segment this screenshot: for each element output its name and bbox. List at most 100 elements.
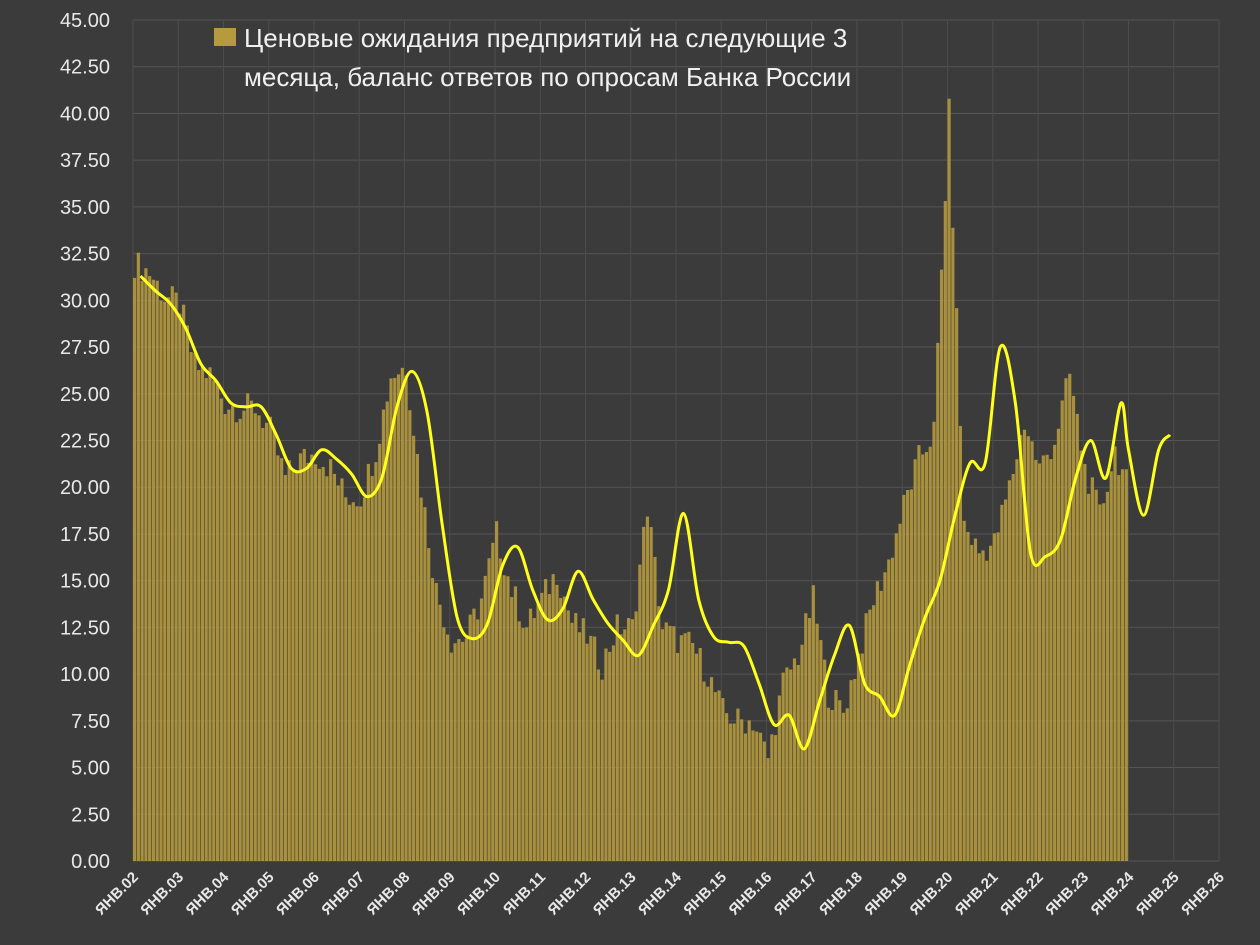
bar [1019, 435, 1023, 861]
bar [182, 304, 186, 861]
bar [136, 252, 140, 861]
bar [762, 741, 766, 861]
y-tick-label: 10.00 [60, 664, 110, 686]
bar [148, 276, 152, 861]
bar [287, 460, 291, 861]
bar [1000, 504, 1004, 861]
bar [1022, 429, 1027, 861]
bar [404, 375, 408, 861]
bar [619, 634, 623, 861]
y-tick-label: 12.50 [60, 617, 110, 639]
y-tick-label: 30.00 [60, 290, 110, 312]
bar [755, 731, 759, 861]
bar [860, 653, 864, 861]
bar [170, 286, 174, 861]
bar [231, 406, 235, 861]
bar [430, 577, 435, 861]
bar [449, 652, 453, 861]
bar [1090, 477, 1094, 861]
bar [223, 414, 227, 861]
bar [909, 489, 913, 861]
bar [344, 497, 348, 861]
bar [604, 648, 608, 861]
bar [400, 367, 404, 861]
bar [532, 618, 536, 861]
bar [476, 619, 480, 861]
bar [747, 720, 751, 861]
bar [875, 581, 880, 861]
bar [498, 558, 502, 861]
bar [366, 463, 370, 861]
bar [555, 584, 559, 861]
bar [657, 606, 661, 861]
bar [536, 604, 540, 861]
bar [924, 451, 929, 861]
bar [713, 692, 717, 861]
bar [917, 445, 921, 861]
bar [1064, 378, 1068, 861]
bar [800, 644, 804, 861]
y-tick-label: 32.50 [60, 244, 110, 266]
bar [423, 507, 427, 861]
bar [133, 277, 137, 861]
bar [551, 574, 555, 861]
bar [1117, 475, 1121, 861]
bar-series [133, 98, 1128, 862]
bar [638, 564, 642, 861]
y-tick-label: 40.00 [60, 103, 110, 125]
bar [985, 560, 989, 861]
bar [789, 669, 793, 861]
bar [939, 269, 944, 861]
y-tick-label: 5.00 [71, 758, 110, 780]
bar [849, 680, 853, 861]
bar [1004, 499, 1008, 861]
bar [521, 628, 525, 861]
bar [988, 545, 993, 861]
trend-line [139, 274, 1172, 751]
bar [1041, 455, 1045, 861]
bar [396, 374, 401, 861]
bar [574, 613, 578, 861]
bar [359, 506, 363, 861]
bar [559, 597, 563, 861]
bar [166, 297, 171, 862]
bar [785, 667, 789, 861]
bar [1038, 463, 1042, 861]
bar [630, 619, 634, 861]
legend-label-line-2: месяца, баланс ответов по опросам Банка … [244, 62, 851, 92]
bar [1011, 473, 1015, 861]
bar [464, 638, 469, 861]
bar [589, 635, 593, 861]
bar [872, 605, 876, 861]
bar [438, 604, 442, 861]
bar [445, 634, 450, 861]
bar [283, 474, 288, 861]
bar [197, 370, 201, 861]
bar [645, 516, 650, 861]
bar [702, 681, 706, 861]
bar [660, 629, 665, 861]
bar [1113, 446, 1117, 861]
bar [340, 478, 344, 861]
bar [838, 700, 842, 861]
bar [864, 613, 868, 861]
bar [826, 707, 831, 861]
bar [758, 732, 763, 861]
bar [570, 622, 574, 861]
bar [868, 609, 872, 861]
bar [947, 98, 951, 862]
bar [336, 485, 340, 861]
bar [1094, 489, 1098, 861]
bar [261, 427, 265, 861]
bar [351, 502, 355, 861]
y-tick-label: 20.00 [60, 477, 110, 499]
bar [932, 421, 936, 861]
bar [751, 730, 755, 861]
bar [736, 708, 740, 861]
bar [332, 473, 337, 861]
bar [973, 538, 978, 861]
bar [921, 454, 925, 861]
bar [506, 576, 510, 861]
bar [1083, 463, 1087, 861]
